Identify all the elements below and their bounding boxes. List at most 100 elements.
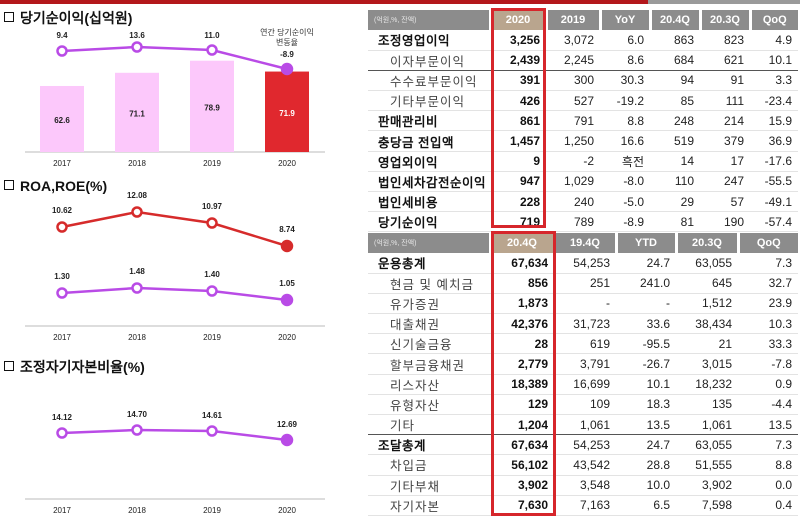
cell-value: 13.5 xyxy=(616,414,676,436)
row-label: 영업외이익 xyxy=(368,151,490,172)
cell-value: 7,630 xyxy=(490,495,554,516)
cell-value: -7.8 xyxy=(738,353,798,375)
cell-value: 248 xyxy=(650,110,700,132)
cell-value: 527 xyxy=(546,90,600,112)
x-tick-label: 2020 xyxy=(278,159,296,168)
cell-value: 43,542 xyxy=(554,454,616,476)
cell-value: 823 xyxy=(700,30,750,51)
cell-value: 861 xyxy=(490,110,546,132)
cell-value: 14 xyxy=(650,151,700,172)
cell-value: 426 xyxy=(490,90,546,112)
cell-value: 38,434 xyxy=(676,313,738,335)
table-row: 기타부채 3,902 3,548 10.0 3,902 0.0 xyxy=(368,475,798,496)
capital-point xyxy=(280,433,294,447)
row-label: 이자부문이익 xyxy=(368,50,490,71)
x-tick-label: 2019 xyxy=(203,159,221,168)
cell-value: 0.0 xyxy=(738,475,798,496)
annotation-line1: 연간 당기순이익 xyxy=(260,27,314,37)
cell-value: 2,779 xyxy=(490,353,554,375)
bar-value-label: 62.6 xyxy=(54,116,70,125)
cell-value: -55.5 xyxy=(750,171,798,193)
cell-value: 56,102 xyxy=(490,454,554,476)
capital-point xyxy=(206,425,218,437)
x-tick-label: 2017 xyxy=(53,333,71,342)
roa-point xyxy=(56,287,68,299)
cell-value: 1,512 xyxy=(676,293,738,315)
line-point xyxy=(280,62,294,76)
x-tick-label: 2018 xyxy=(128,159,146,168)
cell-value: 863 xyxy=(650,30,700,51)
cell-value: 23.9 xyxy=(738,293,798,315)
income-table: (억원,%, 잔액) 2020 2019 YoY 20.4Q 20.3Q QoQ 조정영업이… xyxy=(368,10,798,233)
row-label: 조정영업이익 xyxy=(368,30,490,51)
roe-point xyxy=(280,239,294,253)
cell-value: 32.7 xyxy=(738,273,798,294)
cell-value: -8.9 xyxy=(600,211,650,233)
cell-value: 947 xyxy=(490,171,546,193)
cell-value: 94 xyxy=(650,70,700,92)
roe-point xyxy=(131,206,143,218)
table-row: 현금 및 예치금 856 251 241.0 645 32.7 xyxy=(368,273,798,294)
cell-value: -57.4 xyxy=(750,211,798,233)
cell-value: 1,029 xyxy=(546,171,600,193)
cell-value: 684 xyxy=(650,50,700,71)
value-label: 12.69 xyxy=(277,420,298,429)
cell-value: 7,598 xyxy=(676,495,738,516)
cell-value: 7,163 xyxy=(554,495,616,516)
cell-value: 8.8 xyxy=(600,110,650,132)
capital-ratio-title: 조정자기자본비율(%) xyxy=(4,357,145,377)
cell-value: 391 xyxy=(490,70,546,92)
top-gray-bar xyxy=(648,0,800,4)
cell-value: 856 xyxy=(490,273,554,294)
roa-roe-title: ROA,ROE(%) xyxy=(4,178,107,194)
column-header: QoQ xyxy=(736,233,798,253)
line-point xyxy=(131,41,143,53)
roa-point xyxy=(131,282,143,294)
cell-value: 4.9 xyxy=(750,30,798,51)
table-row: 법인세비용 228 240 -5.0 29 57 -49.1 xyxy=(368,191,798,213)
charts-panel: 당기순이익(십억원) 62.6 2017 71.1 2018 78.9 2019 71.9 2… xyxy=(0,0,365,516)
table-row: 기타 1,204 1,061 13.5 1,061 13.5 xyxy=(368,414,798,436)
value-label: 12.08 xyxy=(127,191,148,200)
cell-value: 54,253 xyxy=(554,253,616,274)
row-label: 현금 및 예치금 xyxy=(368,273,490,294)
column-header: 2019 xyxy=(544,10,600,30)
bar-value-label: 71.9 xyxy=(279,109,295,118)
cell-value: 28 xyxy=(490,333,554,355)
x-tick-label: 2019 xyxy=(203,333,221,342)
capital-ratio-title-text: 조정자기자본비율(%) xyxy=(20,359,145,375)
cell-value: 30.3 xyxy=(600,70,650,92)
column-header: QoQ xyxy=(748,10,798,30)
cell-value: 0.4 xyxy=(738,495,798,516)
x-tick-label: 2020 xyxy=(278,506,296,515)
column-header: 20.4Q xyxy=(648,10,700,30)
cell-value: 18,232 xyxy=(676,374,738,395)
cell-value: 791 xyxy=(546,110,600,132)
net-income-title: 당기순이익(십억원) xyxy=(4,8,132,28)
cell-value: 3,902 xyxy=(490,475,554,496)
cell-value: 1,457 xyxy=(490,130,546,152)
cell-value: -95.5 xyxy=(616,333,676,355)
row-label: 당기순이익 xyxy=(368,211,490,233)
row-label: 법인세비용 xyxy=(368,191,490,213)
value-label: 1.05 xyxy=(279,279,295,288)
value-label: 14.12 xyxy=(52,413,73,422)
cell-value: 3,072 xyxy=(546,30,600,51)
cell-value: 3.3 xyxy=(750,70,798,92)
cell-value: 247 xyxy=(700,171,750,193)
cell-value: 241.0 xyxy=(616,273,676,294)
table-row: 유가증권 1,873- -1,512 23.9 xyxy=(368,293,798,315)
table-row: 조달총계 67,634 54,253 24.7 63,055 7.3 xyxy=(368,434,798,456)
row-label: 기타부채 xyxy=(368,475,490,496)
table-row: 영업외이익 9 -2 흑전 14 17 -17.6 xyxy=(368,151,798,172)
cell-value: 15.9 xyxy=(750,110,798,132)
unit-label: (억원,%, 잔액) xyxy=(368,10,490,30)
cell-value: 379 xyxy=(700,130,750,152)
capital-ratio-chart: 14.12 14.70 14.61 12.69 2017 2018 2019 2020 xyxy=(25,410,325,515)
bar-2017 xyxy=(40,85,84,152)
table-row: 판매관리비 861 791 8.8 248 214 15.9 xyxy=(368,110,798,132)
cell-value: -8.0 xyxy=(600,171,650,193)
cell-value: 31,723 xyxy=(554,313,616,335)
roe-point xyxy=(206,217,218,229)
cell-value: 10.3 xyxy=(738,313,798,335)
